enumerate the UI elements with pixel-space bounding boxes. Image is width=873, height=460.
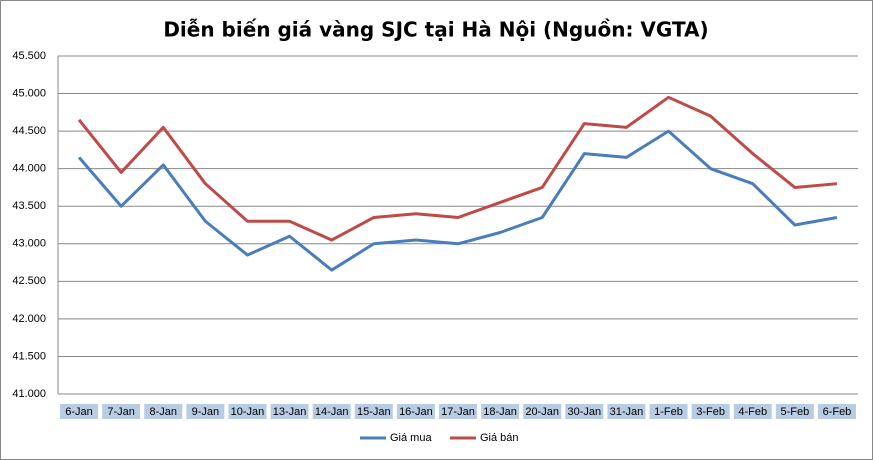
x-tick-label: 7-Jan xyxy=(107,406,135,418)
x-tick-bg xyxy=(228,404,267,419)
x-tick-label: 17-Jan xyxy=(441,406,475,418)
x-tick-bg xyxy=(691,404,730,419)
x-tick-bg xyxy=(607,404,646,419)
x-tick-label: 18-Jan xyxy=(483,406,517,418)
x-tick-bg xyxy=(775,404,814,419)
x-tick-label: 8-Jan xyxy=(149,406,177,418)
x-tick-bg xyxy=(565,404,604,419)
x-tick-bg xyxy=(649,404,688,419)
y-tick-label: 44.500 xyxy=(12,125,46,137)
y-tick-label: 42.500 xyxy=(12,275,46,287)
x-tick-label: 16-Jan xyxy=(399,406,433,418)
y-tick-label: 42.000 xyxy=(12,313,46,325)
x-tick-bg xyxy=(396,404,435,419)
x-tick-bg xyxy=(439,404,477,419)
x-tick-label: 20-Jan xyxy=(525,406,559,418)
y-tick-label: 41.000 xyxy=(12,388,46,400)
x-tick-label: 9-Jan xyxy=(192,406,220,418)
x-tick-label: 13-Jan xyxy=(273,406,307,418)
x-tick-label: 5-Feb xyxy=(780,406,809,418)
legend-label: Giá mua xyxy=(390,432,432,444)
y-tick-label: 45.000 xyxy=(12,87,46,99)
x-tick-bg xyxy=(481,404,520,419)
legend-label: Giá bán xyxy=(480,432,519,444)
x-tick-bg xyxy=(144,404,183,419)
x-tick-bg xyxy=(270,404,309,419)
x-tick-label: 6-Jan xyxy=(65,406,93,418)
x-tick-bg xyxy=(312,404,351,419)
x-tick-label: 4-Feb xyxy=(738,406,767,418)
x-tick-label: 10-Jan xyxy=(231,406,265,418)
chart-title: Diễn biến giá vàng SJC tại Hà Nội (Nguồn… xyxy=(163,18,708,42)
x-tick-bg xyxy=(354,404,393,419)
y-tick-label: 43.500 xyxy=(12,200,46,212)
x-tick-label: 30-Jan xyxy=(567,406,601,418)
x-tick-bg xyxy=(817,404,856,419)
y-tick-label: 43.000 xyxy=(12,238,46,250)
x-tick-bg xyxy=(186,404,225,419)
x-tick-label: 31-Jan xyxy=(610,406,644,418)
line-series xyxy=(77,129,838,272)
x-tick-label: 15-Jan xyxy=(357,406,391,418)
x-tick-label: 3-Feb xyxy=(696,406,725,418)
x-tick-bg xyxy=(102,404,141,419)
x-tick-bg xyxy=(733,404,772,419)
y-tick-label: 45.500 xyxy=(12,50,46,62)
x-tick-label: 1-Feb xyxy=(654,406,683,418)
line-series xyxy=(77,95,838,242)
x-tick-label: 6-Feb xyxy=(823,406,852,418)
y-tick-label: 44.000 xyxy=(12,163,46,175)
x-tick-bg xyxy=(523,404,562,419)
x-tick-bg xyxy=(60,404,99,419)
y-tick-label: 41.500 xyxy=(12,350,46,362)
x-tick-label: 14-Jan xyxy=(315,406,349,418)
